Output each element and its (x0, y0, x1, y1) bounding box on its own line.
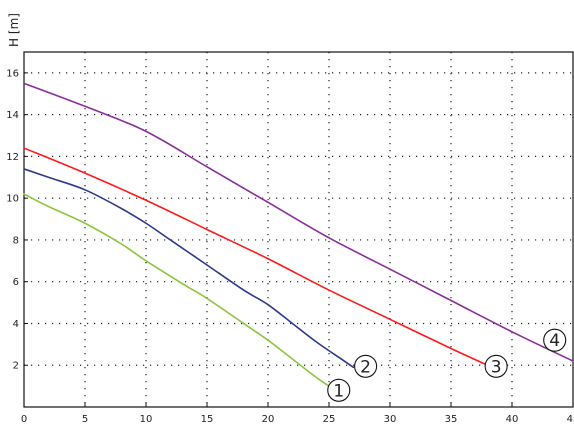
x-tick-label-5: 5 (82, 414, 88, 425)
series-line-4 (23, 82, 574, 362)
plot-frame (23, 51, 574, 408)
series-line-3 (23, 147, 489, 367)
y-tick-label-8: 8 (13, 235, 19, 246)
x-tick-label-30: 30 (384, 414, 397, 425)
axes (23, 51, 574, 408)
curve-label-circle (354, 354, 378, 378)
curve-label-number: 4 (549, 331, 560, 351)
x-tick-label-35: 35 (445, 414, 458, 425)
y-tick-label-4: 4 (13, 319, 19, 330)
y-axis-title: H [m] (7, 13, 21, 47)
tick-labels: 051015202530354045246810121416 (6, 68, 574, 425)
x-tick-label-45: 45 (567, 414, 574, 425)
series-line-2 (23, 168, 355, 369)
y-tick-label-12: 12 (6, 152, 19, 163)
x-tick-label-0: 0 (21, 414, 27, 425)
y-tick-label-2: 2 (13, 361, 19, 372)
curve-label-circle (327, 378, 351, 402)
y-tick-label-14: 14 (6, 110, 19, 121)
y-tick-label-16: 16 (6, 68, 19, 79)
curve-label-number: 1 (333, 381, 344, 401)
curve-label-4: 4 (543, 328, 567, 352)
x-tick-label-10: 10 (140, 414, 153, 425)
curve-label-circle (484, 354, 508, 378)
curve-label-1: 1 (327, 378, 351, 402)
series-line-1 (23, 193, 330, 387)
curve-label-3: 3 (484, 354, 508, 378)
x-tick-label-20: 20 (262, 414, 275, 425)
x-tick-label-40: 40 (506, 414, 519, 425)
x-tick-label-25: 25 (323, 414, 336, 425)
grid (24, 52, 573, 407)
curve-label-circle (543, 328, 567, 352)
curve-label-number: 3 (491, 357, 502, 377)
x-tick-label-15: 15 (201, 414, 214, 425)
curve-labels: 12 3 4 (327, 328, 567, 402)
series-group (23, 82, 574, 387)
y-tick-label-10: 10 (6, 194, 19, 205)
curve-label-number: 2 (360, 357, 371, 377)
curve-label-2: 2 (354, 354, 378, 378)
y-tick-label-6: 6 (13, 277, 19, 288)
